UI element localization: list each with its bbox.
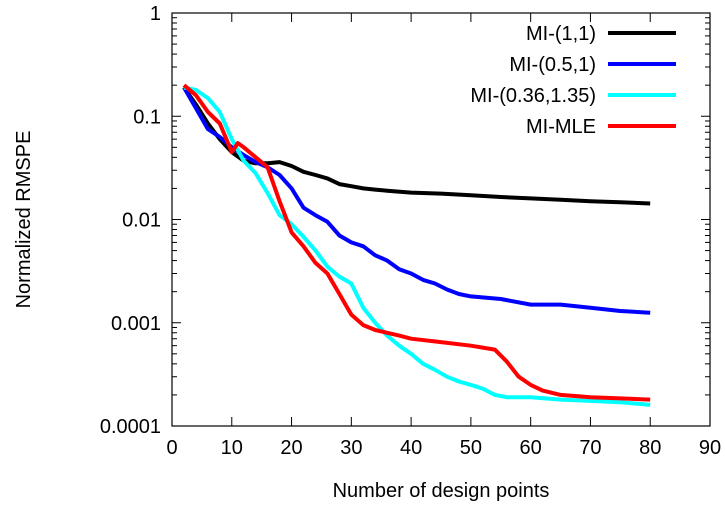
x-tick-label: 60 [520,437,542,459]
x-tick-label: 90 [699,437,721,459]
x-tick-label: 50 [460,437,482,459]
x-tick-label: 0 [166,437,177,459]
y-tick-label: 0.01 [122,210,161,232]
series-line-4 [182,83,651,402]
x-tick-label: 30 [340,437,362,459]
series-lines [182,83,651,407]
legend-label: MI-(1,1) [526,23,596,45]
legend: MI-(1,1) MI-(0.5,1) MI-(0.36,1.35) MI-MLE [470,23,676,138]
y-axis-title: Normalized RMSPE [13,131,35,309]
x-tick-label: 20 [280,437,302,459]
legend-label: MI-(0.36,1.35) [470,85,596,107]
x-axis-title: Number of design points [333,480,550,502]
series-line-1 [182,86,651,206]
series-line-2 [182,86,651,315]
y-tick-label: 0.001 [111,313,161,335]
x-tick-label: 40 [400,437,422,459]
x-axis-ticks: 0 10 20 30 40 50 60 70 80 90 [166,13,721,459]
legend-label: MI-MLE [526,116,596,138]
plot-border [171,12,711,427]
legend-label: MI-(0.5,1) [509,54,596,76]
y-tick-label: 1 [150,3,161,25]
plot-frame [171,12,711,427]
series-line-3 [183,85,651,407]
x-tick-label: 80 [639,437,661,459]
x-tick-label: 10 [221,437,243,459]
y-axis-ticks: 0.0001 0.001 0.01 0.1 1 [100,3,710,438]
x-tick-label: 70 [579,437,601,459]
y-tick-label: 0.0001 [100,416,161,438]
y-tick-label: 0.1 [133,106,161,128]
